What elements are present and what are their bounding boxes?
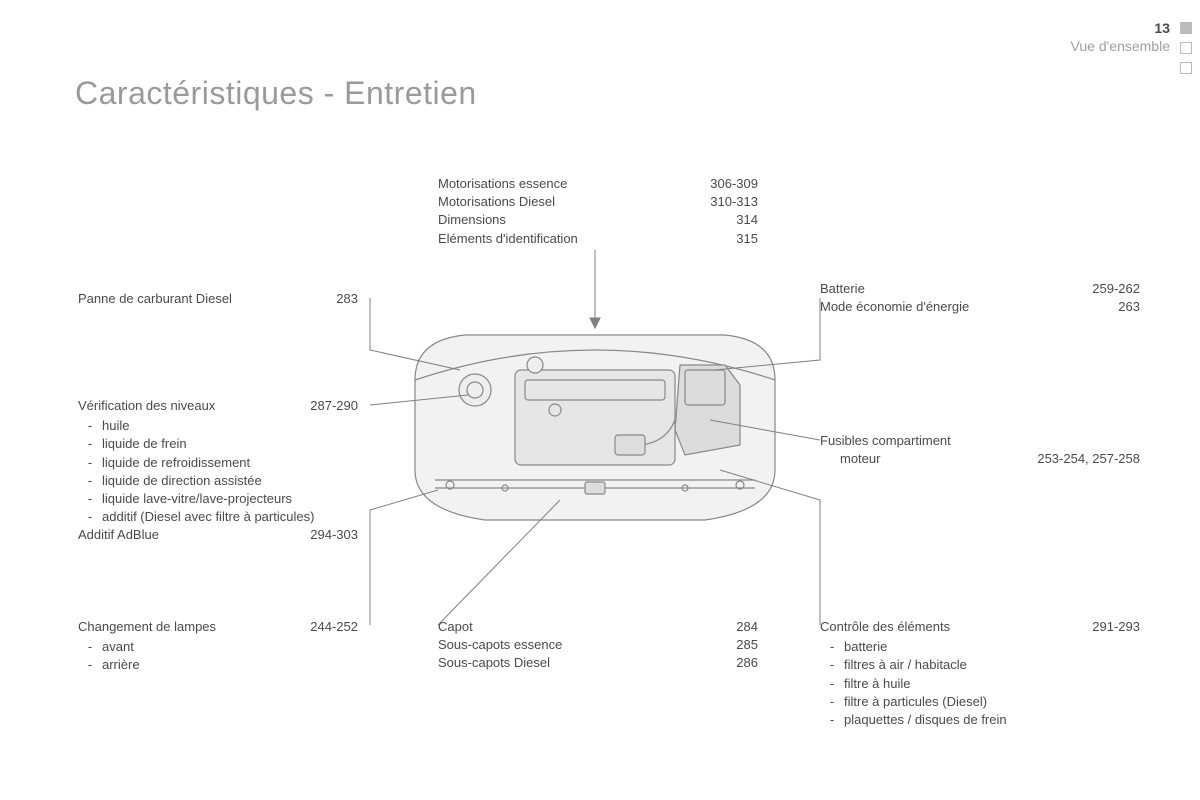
callout-top: Motorisations essence306-309 Motorisatio… (438, 175, 758, 248)
callout-controls: Contrôle des éléments291-293 batterie fi… (820, 618, 1140, 729)
adblue-label: Additif AdBlue (78, 526, 298, 544)
top-0-label: Motorisations essence (438, 175, 698, 193)
bottom-2-label: Sous-capots Diesel (438, 654, 698, 672)
battery-1-page: 263 (1080, 298, 1140, 316)
callout-fuses: Fusibles compartiment moteur253-254, 257… (820, 432, 1140, 468)
page-number: 13 (1154, 20, 1170, 36)
lamps-label: Changement de lampes (78, 618, 298, 636)
fuel-diesel-label: Panne de carburant Diesel (78, 290, 298, 308)
bottom-1-page: 285 (698, 636, 758, 654)
fuel-diesel-page: 283 (298, 290, 358, 308)
levels-list: huile liquide de frein liquide de refroi… (78, 417, 358, 526)
bottom-0-page: 284 (698, 618, 758, 636)
controls-page: 291-293 (1080, 618, 1140, 636)
lamps-item-1: arrière (78, 656, 358, 674)
lamps-page: 244-252 (298, 618, 358, 636)
top-2-page: 314 (698, 211, 758, 229)
levels-item-5: additif (Diesel avec filtre à particules… (78, 508, 358, 526)
page-title: Caractéristiques - Entretien (75, 75, 477, 112)
lamps-list: avant arrière (78, 638, 358, 674)
controls-item-4: plaquettes / disques de frein (820, 711, 1140, 729)
callout-levels: Vérification des niveaux287-290 huile li… (78, 397, 358, 545)
section-name: Vue d'ensemble (1071, 38, 1170, 54)
adblue-page: 294-303 (298, 526, 358, 544)
battery-0-label: Batterie (820, 280, 1080, 298)
battery-0-page: 259-262 (1080, 280, 1140, 298)
controls-list: batterie filtres à air / habitacle filtr… (820, 638, 1140, 729)
levels-label: Vérification des niveaux (78, 397, 298, 415)
levels-item-4: liquide lave-vitre/lave-projecteurs (78, 490, 358, 508)
controls-item-1: filtres à air / habitacle (820, 656, 1140, 674)
levels-page: 287-290 (298, 397, 358, 415)
lamps-item-0: avant (78, 638, 358, 656)
top-1-page: 310-313 (698, 193, 758, 211)
controls-item-2: filtre à huile (820, 675, 1140, 693)
callout-lamps: Changement de lampes244-252 avant arrièr… (78, 618, 358, 675)
levels-item-0: huile (78, 417, 358, 435)
top-2-label: Dimensions (438, 211, 698, 229)
levels-item-1: liquide de frein (78, 435, 358, 453)
bottom-1-label: Sous-capots essence (438, 636, 698, 654)
top-1-label: Motorisations Diesel (438, 193, 698, 211)
fuses-page: 253-254, 257-258 (1030, 450, 1140, 468)
bottom-0-label: Capot (438, 618, 698, 636)
controls-label: Contrôle des éléments (820, 618, 1080, 636)
controls-item-3: filtre à particules (Diesel) (820, 693, 1140, 711)
fuses-label: Fusibles compartiment (820, 432, 1080, 450)
levels-item-2: liquide de refroidissement (78, 454, 358, 472)
callout-bottom: Capot284 Sous-capots essence285 Sous-cap… (438, 618, 758, 673)
levels-item-3: liquide de direction assistée (78, 472, 358, 490)
top-0-page: 306-309 (698, 175, 758, 193)
bottom-2-page: 286 (698, 654, 758, 672)
fuses-sublabel: moteur (820, 450, 1030, 468)
callout-fuel-diesel: Panne de carburant Diesel283 (78, 290, 358, 308)
controls-item-0: batterie (820, 638, 1140, 656)
top-3-page: 315 (698, 230, 758, 248)
battery-1-label: Mode économie d'énergie (820, 298, 1080, 316)
top-3-label: Eléments d'identification (438, 230, 698, 248)
page-header: 13 Vue d'ensemble (1071, 20, 1170, 56)
callout-battery: Batterie259-262 Mode économie d'énergie2… (820, 280, 1140, 316)
side-markers (1180, 22, 1192, 74)
engine-diagram (405, 310, 785, 530)
